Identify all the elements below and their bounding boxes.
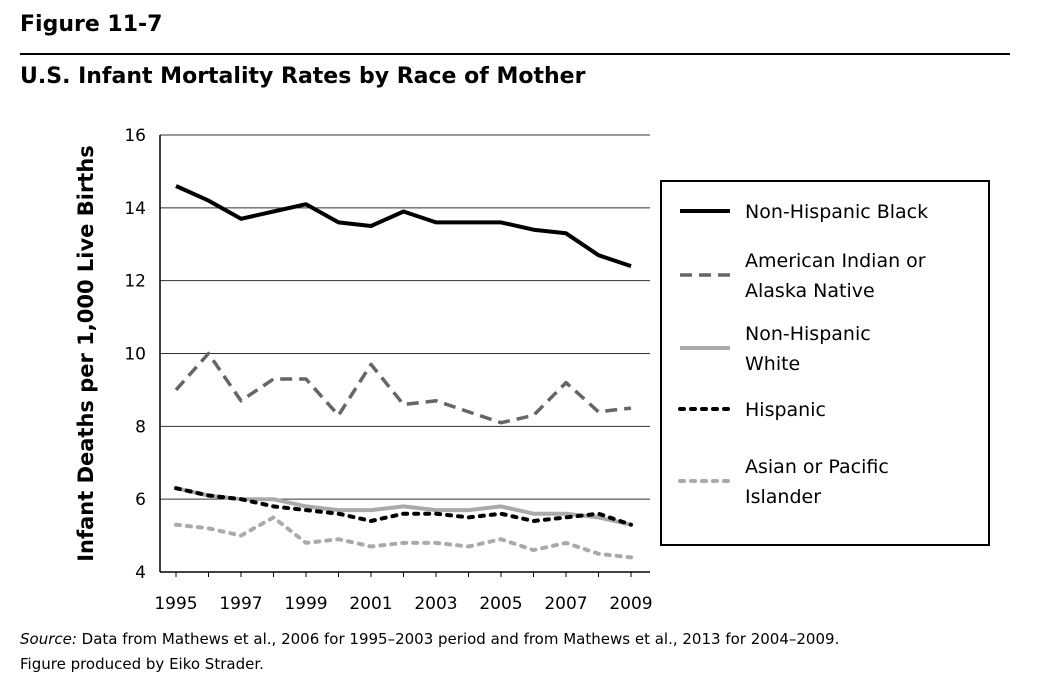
y-tick-label: 8 (135, 417, 146, 437)
x-tick-label: 2001 (349, 594, 392, 614)
x-tick-label: 1995 (154, 594, 197, 614)
source-label: Source: (20, 630, 77, 648)
series-line (174, 515, 633, 560)
x-tick-label: 2003 (414, 594, 457, 614)
y-tick-label: 14 (124, 199, 146, 219)
x-tick-label: 2009 (609, 594, 652, 614)
series-line (175, 184, 632, 268)
source-text: Data from Mathews et al., 2006 for 1995–… (76, 630, 840, 648)
y-tick-label: 12 (124, 272, 146, 292)
series-line (174, 486, 633, 527)
figure-credit: Figure produced by Eiko Strader. (20, 655, 264, 673)
legend-label: Hispanic (745, 399, 826, 421)
line-chart: 4 6 8 10 12 14 16 1995 1997 1999 2001 2003 2005 2007 2… (74, 126, 990, 614)
legend-label: Non-Hispanic White (745, 323, 871, 375)
legend-label: American Indian or Alaska Native (745, 250, 926, 302)
series-line (175, 486, 632, 527)
y-axis-label: Infant Deaths per 1,000 Live Births (74, 145, 98, 562)
y-tick-label: 4 (135, 563, 146, 583)
legend-box (660, 180, 990, 546)
figure-label: Figure 11-7 (20, 12, 163, 37)
x-tick-label: 2005 (479, 594, 522, 614)
x-tick-label: 1997 (219, 594, 262, 614)
y-tick-label: 6 (135, 490, 146, 510)
legend-label: Asian or Pacific Islander (745, 456, 889, 508)
y-tick-label: 10 (124, 345, 146, 365)
legend-label: Non-Hispanic Black (745, 201, 928, 223)
x-tick-label: 2007 (544, 594, 587, 614)
source-note: Source: Data from Mathews et al., 2006 f… (20, 627, 1020, 677)
series-line (174, 351, 632, 425)
header-rule (20, 53, 1010, 55)
chart-title: U.S. Infant Mortality Rates by Race of M… (20, 64, 586, 89)
x-tick-label: 1999 (284, 594, 327, 614)
y-tick-label: 16 (124, 126, 146, 146)
